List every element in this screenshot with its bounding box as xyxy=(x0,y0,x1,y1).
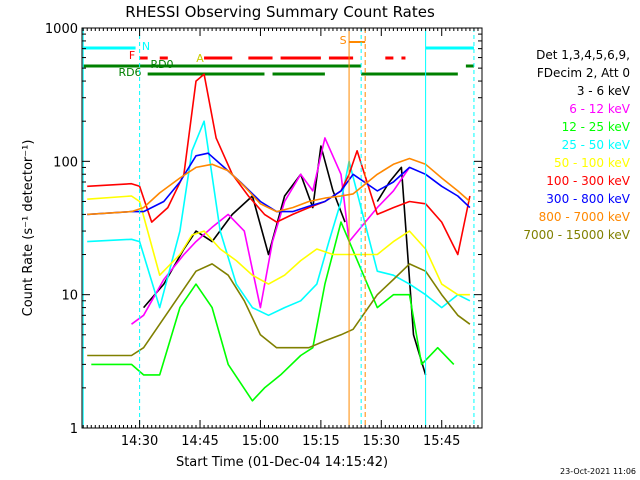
x-axis: 14:30 14:45 15:00 15:15 15:30 15:45 xyxy=(82,28,483,449)
y-tick-label-1: 10 xyxy=(61,289,78,304)
x-tick-label-3: 15:15 xyxy=(302,434,339,449)
y-tick-label-3: 1000 xyxy=(45,22,78,37)
x-tick-label-4: 15:30 xyxy=(363,434,400,449)
legend-entry-4: 50 - 100 keV xyxy=(554,156,631,170)
series-line-2 xyxy=(91,221,455,402)
vertical-markers-layer xyxy=(82,28,475,428)
plot-frame xyxy=(81,27,483,429)
chart-title: RHESSI Observing Summary Count Rates xyxy=(125,3,435,21)
flag-bar-label-f: F xyxy=(129,49,135,62)
legend-entry-5: 100 - 300 keV xyxy=(546,174,630,188)
x-tick-label-1: 14:45 xyxy=(181,434,218,449)
x-tick-label-0: 14:30 xyxy=(121,434,158,449)
y-tick-label-2: 100 xyxy=(53,155,78,170)
timestamp: 23-Oct-2021 11:06 xyxy=(560,467,636,476)
flag-bars-layer: NF RD0 RD6 S A xyxy=(83,34,474,79)
legend-header-line-2: FDecim 2, Att 0 xyxy=(537,66,630,80)
legend-entry-1: 6 - 12 keV xyxy=(569,102,631,116)
legend-entry-2: 12 - 25 keV xyxy=(562,120,631,134)
legend-entry-0: 3 - 6 keV xyxy=(577,84,631,98)
series-layer xyxy=(87,73,471,402)
flag-bar-label-n: N xyxy=(142,40,150,53)
series-line-3 xyxy=(87,120,471,317)
y-axis: 1 10 100 1000 xyxy=(45,22,482,437)
flag-bar-label-rd0: RD0 xyxy=(150,58,173,71)
y-tick-label-0: 1 xyxy=(70,422,78,437)
series-line-5 xyxy=(87,73,471,256)
series-line-4 xyxy=(87,195,470,296)
legend: Det 1,3,4,5,6,9, FDecim 2, Att 0 3 - 6 k… xyxy=(523,48,630,242)
legend-entry-7: 800 - 7000 keV xyxy=(539,210,631,224)
flag-bar-label-rd6: RD6 xyxy=(118,66,141,79)
series-line-7 xyxy=(87,157,471,216)
legend-entry-8: 7000 - 15000 keV xyxy=(523,228,630,242)
series-line-0 xyxy=(142,145,427,376)
legend-entry-6: 300 - 800 keV xyxy=(546,192,630,206)
x-tick-label-2: 15:00 xyxy=(242,434,279,449)
x-axis-label: Start Time (01-Dec-04 14:15:42) xyxy=(176,455,388,470)
legend-entry-3: 25 - 50 keV xyxy=(562,138,631,152)
x-tick-label-5: 15:45 xyxy=(423,434,460,449)
series-line-8 xyxy=(87,263,471,357)
y-axis-label: Count Rate (s⁻¹ detector⁻¹) xyxy=(21,140,36,317)
legend-header-line-1: Det 1,3,4,5,6,9, xyxy=(536,48,630,62)
flare-label: A xyxy=(196,52,204,65)
saa-label: S xyxy=(340,34,347,47)
series-line-6 xyxy=(87,152,471,216)
